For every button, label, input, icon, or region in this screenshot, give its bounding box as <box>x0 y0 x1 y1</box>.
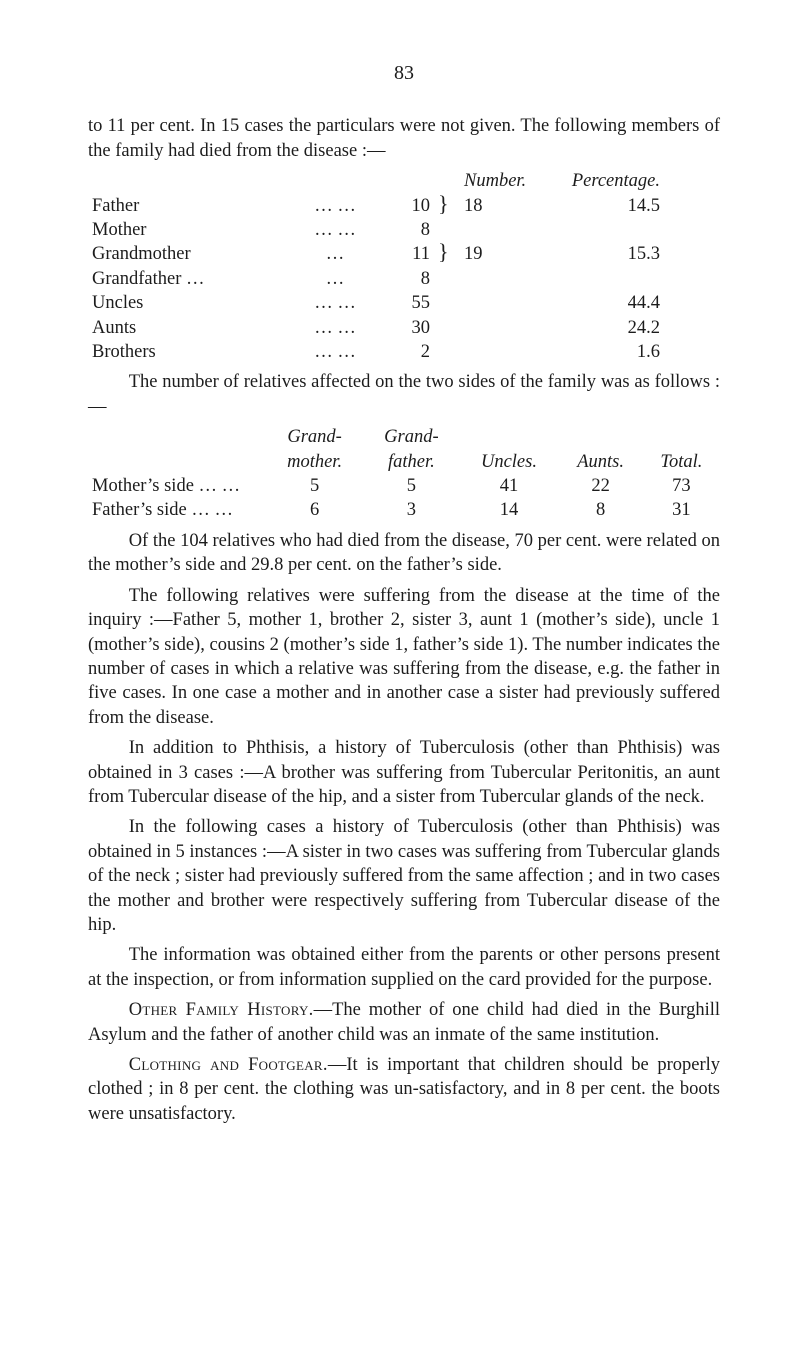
row-aunts-pct: 24.2 <box>530 316 720 340</box>
row-mother-dots: … … <box>286 218 384 242</box>
second-para: The number of relatives affected on the … <box>88 370 720 419</box>
para-9: Clothing and Footgear.—It is important t… <box>88 1053 720 1126</box>
brace-2: } <box>434 242 460 291</box>
row-brothers-label: Brothers <box>88 340 286 364</box>
row-mothers-side-gf: 5 <box>363 474 459 498</box>
para-4: The following relatives were suffering f… <box>88 584 720 730</box>
row-aunts-label: Aunts <box>88 316 286 340</box>
document-page: 83 to 11 per cent. In 15 cases the parti… <box>0 0 800 1348</box>
para-5: In addition to Phthisis, a history of Tu… <box>88 736 720 809</box>
pair2-rownum: 19 <box>460 242 530 291</box>
row-brothers-pct: 1.6 <box>530 340 720 364</box>
th-total: Total. <box>643 425 720 474</box>
relatives-affected-table: Grand- mother. Grand- father. Uncles. Au… <box>88 425 720 523</box>
row-aunts-n: 30 <box>384 316 434 340</box>
row-mother-label: Mother <box>88 218 286 242</box>
pair1-pct: 14.5 <box>530 194 720 243</box>
row-uncles-dots: … … <box>286 291 384 315</box>
brace-1: } <box>434 194 460 243</box>
th-grandmother: Grand- mother. <box>266 425 363 474</box>
th-number: Number. <box>460 169 530 193</box>
row-grandmother-n: 11 <box>384 242 434 266</box>
para-8-label: Other Family History. <box>129 1000 314 1020</box>
pair1-rownum: 18 <box>460 194 530 243</box>
th-percentage: Percentage. <box>530 169 720 193</box>
row-fathers-side-a: 8 <box>558 498 642 522</box>
para-3: Of the 104 relatives who had died from t… <box>88 529 720 578</box>
para-6: In the following cases a history of Tube… <box>88 815 720 937</box>
row-grandfather-n: 8 <box>384 267 434 291</box>
row-grandfather-label: Grandfather … <box>88 267 286 291</box>
intro-para: to 11 per cent. In 15 cases the particul… <box>88 114 720 163</box>
row-mothers-side-label: Mother’s side … … <box>88 474 266 498</box>
th-grandfather: Grand- father. <box>363 425 459 474</box>
th-uncles: Uncles. <box>460 425 559 474</box>
para-7: The information was obtained either from… <box>88 943 720 992</box>
row-aunts-dots: … … <box>286 316 384 340</box>
row-mothers-side-gm: 5 <box>266 474 363 498</box>
row-brothers-dots: … … <box>286 340 384 364</box>
row-fathers-side-gm: 6 <box>266 498 363 522</box>
row-fathers-side-t: 31 <box>643 498 720 522</box>
row-fathers-side-gf: 3 <box>363 498 459 522</box>
page-number: 83 <box>88 60 720 86</box>
row-uncles-n: 55 <box>384 291 434 315</box>
row-fathers-side-u: 14 <box>460 498 559 522</box>
row-grandfather-dots: … <box>286 267 384 291</box>
row-mothers-side-a: 22 <box>558 474 642 498</box>
pair2-pct: 15.3 <box>530 242 720 291</box>
row-grandmother-dots: … <box>286 242 384 266</box>
row-father-n: 10 <box>384 194 434 218</box>
row-father-label: Father <box>88 194 286 218</box>
row-mothers-side-u: 41 <box>460 474 559 498</box>
row-uncles-label: Uncles <box>88 291 286 315</box>
row-mother-n: 8 <box>384 218 434 242</box>
row-mothers-side-t: 73 <box>643 474 720 498</box>
row-uncles-pct: 44.4 <box>530 291 720 315</box>
row-grandmother-label: Grandmother <box>88 242 286 266</box>
para-9-label: Clothing and Footgear. <box>129 1055 328 1075</box>
th-aunts: Aunts. <box>558 425 642 474</box>
row-father-dots: … … <box>286 194 384 218</box>
row-brothers-n: 2 <box>384 340 434 364</box>
relatives-died-table: Number. Percentage. Father … … 10 } 18 1… <box>88 169 720 364</box>
para-8: Other Family History.—The mother of one … <box>88 998 720 1047</box>
row-fathers-side-label: Father’s side … … <box>88 498 266 522</box>
